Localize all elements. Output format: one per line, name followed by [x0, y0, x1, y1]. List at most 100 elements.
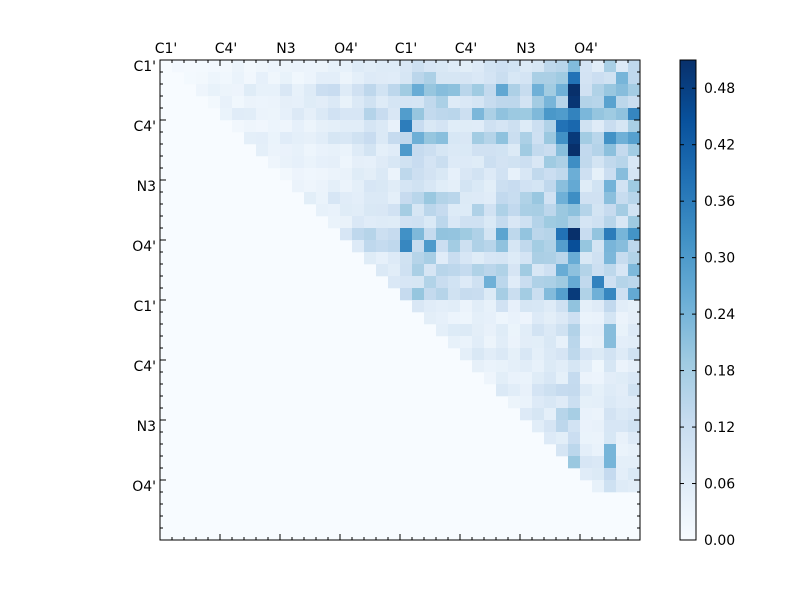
heatmap-cell [604, 264, 617, 277]
heatmap-cell [532, 168, 545, 181]
heatmap-cell [292, 168, 305, 181]
heatmap-cell [520, 288, 533, 301]
heatmap-cell [604, 456, 617, 469]
heatmap-cell [604, 84, 617, 97]
heatmap-cell [580, 228, 593, 241]
heatmap-cell [280, 108, 293, 121]
heatmap-cell [436, 120, 449, 133]
heatmap-cell [580, 276, 593, 289]
heatmap-cell [424, 132, 437, 145]
heatmap-cell [496, 84, 509, 97]
heatmap-cell [508, 372, 521, 385]
heatmap-cell [496, 228, 509, 241]
heatmap-cell [496, 216, 509, 229]
heatmap-cell [520, 264, 533, 277]
heatmap-cell [472, 300, 485, 313]
heatmap-cell [352, 132, 365, 145]
heatmap-cell [556, 240, 569, 253]
heatmap-cell [544, 228, 557, 241]
heatmap-cell [328, 108, 341, 121]
heatmap-cell [508, 60, 521, 73]
heatmap-cell [268, 108, 281, 121]
heatmap-cell [604, 372, 617, 385]
heatmap-cell [616, 156, 629, 169]
heatmap-cell [628, 168, 641, 181]
heatmap-cell [460, 84, 473, 97]
heatmap-cell [628, 60, 641, 73]
heatmap-cell [460, 132, 473, 145]
heatmap-cell [436, 84, 449, 97]
heatmap-cell [580, 108, 593, 121]
heatmap-cell [580, 396, 593, 409]
heatmap-cell [604, 384, 617, 397]
heatmap-cell [256, 72, 269, 85]
heatmap-cell [628, 192, 641, 205]
heatmap-cell [616, 396, 629, 409]
heatmap-cell [304, 156, 317, 169]
heatmap-cell [520, 168, 533, 181]
heatmap-cell [412, 228, 425, 241]
heatmap-cell [508, 72, 521, 85]
heatmap-cell [616, 348, 629, 361]
heatmap-cell [436, 252, 449, 265]
heatmap-cell [580, 384, 593, 397]
heatmap-cell [376, 72, 389, 85]
heatmap-cell [328, 132, 341, 145]
heatmap-cell [436, 156, 449, 169]
heatmap-cell [520, 324, 533, 337]
heatmap-cell [448, 180, 461, 193]
heatmap-cell [508, 120, 521, 133]
heatmap-cell [472, 312, 485, 325]
heatmap-cell [628, 324, 641, 337]
colorbar-tick-label: 0.42 [704, 138, 735, 154]
heatmap-cell [520, 360, 533, 373]
heatmap-cell [544, 432, 557, 445]
heatmap-cell [604, 444, 617, 457]
heatmap-cell [364, 240, 377, 253]
heatmap-cell [628, 180, 641, 193]
heatmap-cell [232, 60, 245, 73]
heatmap-cell [592, 432, 605, 445]
heatmap-cell [580, 408, 593, 421]
heatmap-cell [568, 444, 581, 457]
heatmap-cell [580, 300, 593, 313]
heatmap-cell [436, 288, 449, 301]
heatmap-cell [568, 348, 581, 361]
heatmap-cell [580, 288, 593, 301]
heatmap-cell [376, 252, 389, 265]
heatmap-cell [496, 372, 509, 385]
heatmap-cell [496, 288, 509, 301]
heatmap-cell [580, 468, 593, 481]
heatmap-cell [424, 228, 437, 241]
heatmap-cell [436, 312, 449, 325]
heatmap-cell [376, 96, 389, 109]
heatmap-cell [496, 336, 509, 349]
plot-tick-labels: C1' C4' N3 O4' C1' C4' N3 O4' C1' C4' N3 O4' C1' C4' N… [132, 41, 598, 495]
heatmap-cell [556, 216, 569, 229]
heatmap-cell [376, 120, 389, 133]
heatmap-cell [220, 72, 233, 85]
heatmap-cell [376, 168, 389, 181]
heatmap-cell [616, 96, 629, 109]
heatmap-cell [568, 420, 581, 433]
heatmap-cell [604, 72, 617, 85]
heatmap-cell [364, 108, 377, 121]
heatmap-cell [376, 264, 389, 277]
heatmap-cell [424, 168, 437, 181]
heatmap-cell [592, 252, 605, 265]
heatmap-cell [364, 72, 377, 85]
heatmap-cell [316, 168, 329, 181]
heatmap-cell [460, 312, 473, 325]
heatmap-cell [364, 120, 377, 133]
heatmap-cell [412, 84, 425, 97]
heatmap-cell [592, 324, 605, 337]
heatmap-cell [508, 108, 521, 121]
heatmap-cell [628, 456, 641, 469]
heatmap-cell [388, 108, 401, 121]
heatmap-cell [232, 96, 245, 109]
heatmap-cell [316, 144, 329, 157]
heatmap-cell [628, 300, 641, 313]
heatmap-cell [508, 264, 521, 277]
heatmap-cell [496, 264, 509, 277]
heatmap-cell [568, 336, 581, 349]
